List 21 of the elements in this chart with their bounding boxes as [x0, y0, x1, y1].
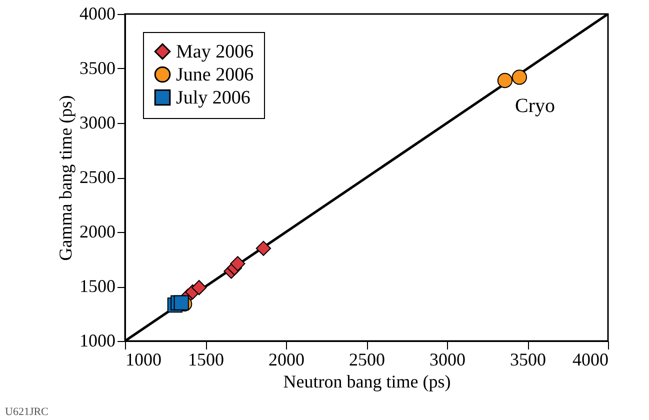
x-tick-label: 3000 [430, 350, 466, 370]
y-tick-label: 4000 [80, 4, 116, 24]
legend-label: May 2006 [176, 42, 254, 62]
legend-label: June 2006 [176, 64, 254, 86]
x-tick-label: 2000 [268, 350, 304, 370]
y-axis-title: Gamma bang time (ps) [56, 95, 76, 261]
x-tick-label: 1000 [126, 350, 162, 370]
annotation: Cryo [515, 95, 555, 117]
text: U621JRC [5, 406, 48, 418]
y-tick-label: 2500 [80, 167, 116, 187]
x-tick-label: 3500 [510, 350, 546, 370]
x-tick-label: 2500 [349, 350, 385, 370]
x-axis-title: Neutron bang time (ps) [283, 372, 451, 392]
y-tick-label: 3500 [80, 58, 116, 78]
y-tick-label: 1000 [80, 330, 116, 350]
y-tick-label: 2000 [80, 222, 116, 242]
y-tick-label: 3000 [80, 112, 116, 132]
x-tick-label: 4000 [572, 350, 608, 370]
y-tick-label: 1500 [80, 276, 116, 296]
legend-label: July 2006 [176, 88, 250, 108]
x-tick-label: 1500 [188, 350, 224, 370]
